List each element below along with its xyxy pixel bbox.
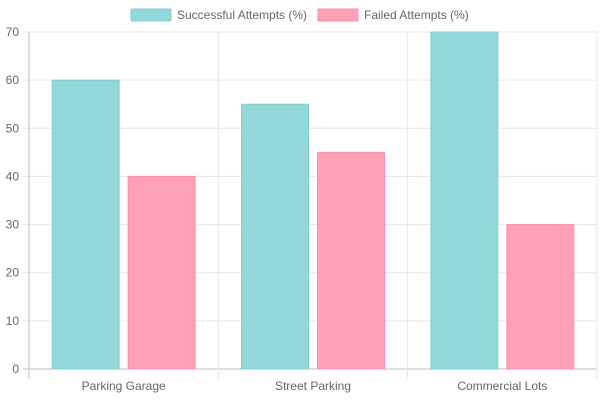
x-axis-ticks: Parking Garage Street Parking Commercial L… <box>82 379 548 393</box>
bar-successful-street-parking[interactable] <box>241 103 309 370</box>
x-tick-label: Commercial Lots <box>457 379 547 393</box>
legend-item-failed[interactable]: Failed Attempts (%) <box>317 8 469 22</box>
legend-item-successful[interactable]: Successful Attempts (%) <box>130 8 307 22</box>
bars <box>51 31 575 370</box>
y-tick-label: 10 <box>6 314 20 328</box>
bar-successful-parking-garage[interactable] <box>51 79 120 370</box>
y-tick-label: 70 <box>6 25 20 39</box>
y-tick-label: 0 <box>12 362 19 376</box>
y-tick-label: 30 <box>6 218 20 232</box>
y-axis-ticks: 0 10 20 30 40 50 60 70 <box>6 25 20 376</box>
bar-successful-commercial-lots[interactable] <box>430 31 499 370</box>
legend-swatch-failed <box>317 8 359 22</box>
legend: Successful Attempts (%) Failed Attempts … <box>130 8 469 22</box>
bar-failed-street-parking[interactable] <box>317 151 385 370</box>
bar-failed-parking-garage[interactable] <box>127 175 196 370</box>
y-tick-label: 40 <box>6 169 20 183</box>
bar-failed-commercial-lots[interactable] <box>506 224 575 370</box>
x-tick-label: Street Parking <box>275 379 351 393</box>
y-tick-label: 60 <box>6 73 20 87</box>
y-tick-label: 20 <box>6 266 20 280</box>
x-tick-label: Parking Garage <box>82 379 166 393</box>
legend-label-failed: Failed Attempts (%) <box>364 8 469 22</box>
legend-swatch-successful <box>130 8 172 22</box>
legend-label-successful: Successful Attempts (%) <box>177 8 307 22</box>
y-tick-label: 50 <box>6 121 20 135</box>
